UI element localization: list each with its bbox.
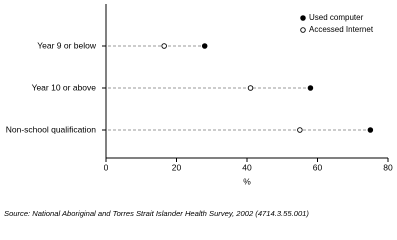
dot — [161, 43, 167, 49]
x-tick-label: 0 — [104, 162, 109, 172]
dot — [247, 85, 254, 91]
dot — [367, 127, 374, 133]
y-tick-label: Non-school qualification — [6, 124, 97, 134]
source-note: Source: National Aboriginal and Torres S… — [4, 209, 309, 218]
x-tick-label: 40 — [242, 162, 252, 172]
dot — [297, 127, 303, 133]
y-tick-label: Year 10 or above — [32, 82, 97, 92]
chart: % Source: National Aboriginal and Torres… — [4, 4, 393, 218]
legend-label: Used computer — [309, 13, 364, 22]
y-tick-label: Year 9 or below — [37, 40, 97, 50]
dot — [201, 43, 208, 49]
x-axis-label: % — [243, 176, 251, 186]
x-tick-label: 60 — [313, 162, 323, 172]
legend-label: Accessed Internet — [309, 25, 374, 34]
legend-marker — [300, 15, 306, 21]
dot — [307, 85, 314, 91]
x-tick-label: 20 — [172, 162, 182, 172]
legend-marker — [300, 27, 306, 33]
x-tick-label: 80 — [383, 162, 393, 172]
